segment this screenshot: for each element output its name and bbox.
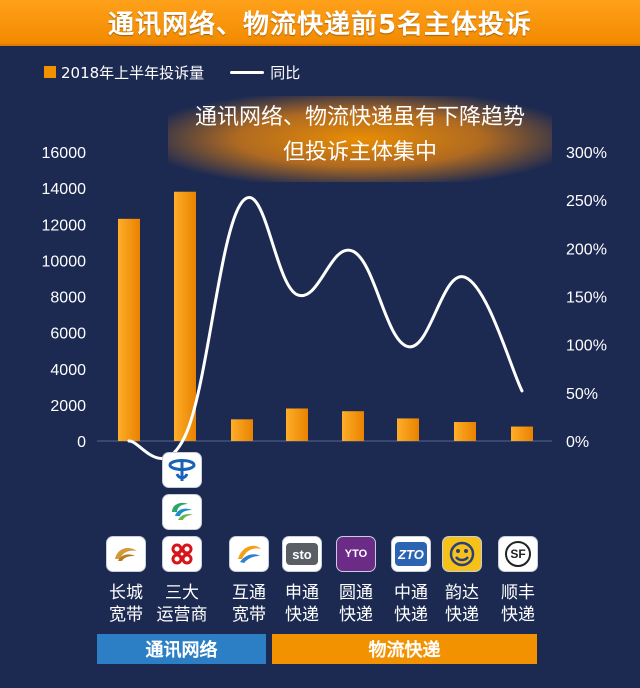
right-axis-tick-label: 100% xyxy=(566,338,607,355)
group-label-telecom: 通讯网络 xyxy=(97,634,266,664)
bar-5 xyxy=(342,411,364,441)
category-label-6: 中通 快递 xyxy=(381,582,441,626)
sf-logo-text: SF xyxy=(505,541,531,567)
legend-line-swatch xyxy=(230,70,265,74)
category-label-2: 三大 运营商 xyxy=(152,582,212,626)
right-axis-tick-label: 150% xyxy=(566,290,607,307)
great-wall-broadband-logo xyxy=(107,537,145,571)
category-label-2-line-2: 运营商 xyxy=(156,605,208,625)
chart-callout: 通讯网络、物流快递虽有下降趋势 但投诉主体集中 xyxy=(168,96,552,182)
bar-4 xyxy=(286,408,308,441)
category-label-5-line-1: 圆通 xyxy=(339,583,373,603)
category-label-4-line-2: 快递 xyxy=(285,605,319,625)
page-title: 通讯网络、物流快递前5名主体投诉 xyxy=(0,0,640,46)
category-label-8-line-2: 快递 xyxy=(501,605,535,625)
callout-line-2: 但投诉主体集中 xyxy=(282,140,437,165)
group-label-logistics: 物流快递 xyxy=(272,634,537,664)
bar-2 xyxy=(174,191,196,441)
sf-express-logo: SF xyxy=(499,537,537,571)
category-label-1-line-2: 宽带 xyxy=(109,605,143,625)
china-unicom-logo xyxy=(163,537,201,571)
left-axis-tick-label: 12000 xyxy=(42,217,87,234)
sto-express-logo: sto xyxy=(283,537,321,571)
zto-express-logo: ZTO xyxy=(392,537,430,571)
left-axis-tick-label: 14000 xyxy=(42,181,87,198)
bar-1 xyxy=(118,218,140,441)
right-axis-tick-label: 50% xyxy=(566,386,598,403)
category-label-3: 互通 宽带 xyxy=(219,582,279,626)
left-axis-tick-label: 0 xyxy=(77,434,86,451)
yunda-express-logo xyxy=(443,537,481,571)
left-axis-tick-label: 16000 xyxy=(42,145,87,162)
category-label-7-line-1: 韵达 xyxy=(445,583,479,603)
category-label-7: 韵达 快递 xyxy=(432,582,492,626)
callout-line-1: 通讯网络、物流快递虽有下降趋势 xyxy=(194,105,525,130)
category-label-4: 申通 快递 xyxy=(272,582,332,626)
legend-line-label: 同比 xyxy=(270,63,301,82)
category-label-5-line-2: 快递 xyxy=(339,605,373,625)
bar-3 xyxy=(231,419,253,441)
category-label-5: 圆通 快递 xyxy=(326,582,386,626)
category-label-7-line-2: 快递 xyxy=(445,605,479,625)
bar-8 xyxy=(511,426,533,441)
category-label-6-line-2: 快递 xyxy=(394,605,428,625)
left-axis-tick-label: 6000 xyxy=(50,326,86,343)
right-axis-tick-label: 250% xyxy=(566,193,607,210)
legend-bar-swatch xyxy=(44,66,56,78)
category-label-3-line-1: 互通 xyxy=(232,583,266,603)
sto-logo-text: sto xyxy=(286,543,318,565)
category-label-6-line-1: 中通 xyxy=(394,583,428,603)
right-axis-tick-label: 300% xyxy=(566,145,607,162)
left-axis-tick-label: 4000 xyxy=(50,362,86,379)
category-label-4-line-1: 申通 xyxy=(285,583,319,603)
category-label-8: 顺丰 快递 xyxy=(488,582,548,626)
category-label-1-line-1: 长城 xyxy=(109,583,143,603)
legend-bar-label: 2018年上半年投诉量 xyxy=(61,63,205,82)
category-label-3-line-2: 宽带 xyxy=(232,605,266,625)
china-mobile-logo xyxy=(163,495,201,529)
yoy-line xyxy=(127,196,524,460)
category-label-2-line-1: 三大 xyxy=(165,583,199,603)
category-label-1: 长城 宽带 xyxy=(96,582,156,626)
zto-logo-text: ZTO xyxy=(395,542,427,566)
category-label-8-line-1: 顺丰 xyxy=(501,583,535,603)
yto-logo-text: YTO xyxy=(344,548,368,560)
china-telecom-logo xyxy=(163,453,201,487)
bar-6 xyxy=(397,418,419,441)
yto-express-logo: YTO xyxy=(337,537,375,571)
left-axis-tick-label: 8000 xyxy=(50,290,86,307)
left-axis-tick-label: 10000 xyxy=(42,253,87,270)
right-axis-tick-label: 200% xyxy=(566,241,607,258)
chart-legend: 2018年上半年投诉量 同比 xyxy=(44,62,300,82)
left-axis-tick-label: 2000 xyxy=(50,398,86,415)
right-axis-tick-label: 0% xyxy=(566,434,589,451)
bar-7 xyxy=(454,422,476,441)
hutong-broadband-logo xyxy=(230,537,268,571)
